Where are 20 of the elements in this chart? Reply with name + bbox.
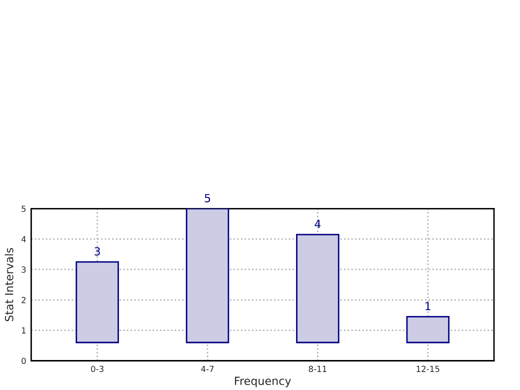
bar bbox=[296, 234, 340, 344]
bar bbox=[186, 208, 230, 344]
y-tick-label: 0 bbox=[22, 358, 26, 364]
data-label: 3 bbox=[94, 247, 100, 256]
y-tick-label: 2 bbox=[22, 296, 26, 304]
data-label: 1 bbox=[426, 302, 430, 310]
data-label: 5 bbox=[204, 194, 210, 202]
x-tick-label: 12-15 bbox=[416, 366, 440, 372]
y-axis-title: Stat Intervals bbox=[4, 248, 14, 322]
y-tick-label: 5 bbox=[22, 206, 26, 212]
bar bbox=[76, 261, 119, 344]
y-tick-label: 3 bbox=[22, 266, 26, 273]
x-tick-label: 4-7 bbox=[201, 366, 214, 372]
x-tick-label: 8-11 bbox=[308, 366, 326, 372]
y-tick-label: 1 bbox=[22, 327, 26, 334]
x-axis-title: Frequency bbox=[234, 376, 291, 388]
x-tick-label: 0-3 bbox=[91, 366, 104, 372]
data-label: 4 bbox=[314, 220, 321, 228]
y-tick-label: 4 bbox=[21, 236, 26, 242]
bar bbox=[406, 316, 450, 344]
